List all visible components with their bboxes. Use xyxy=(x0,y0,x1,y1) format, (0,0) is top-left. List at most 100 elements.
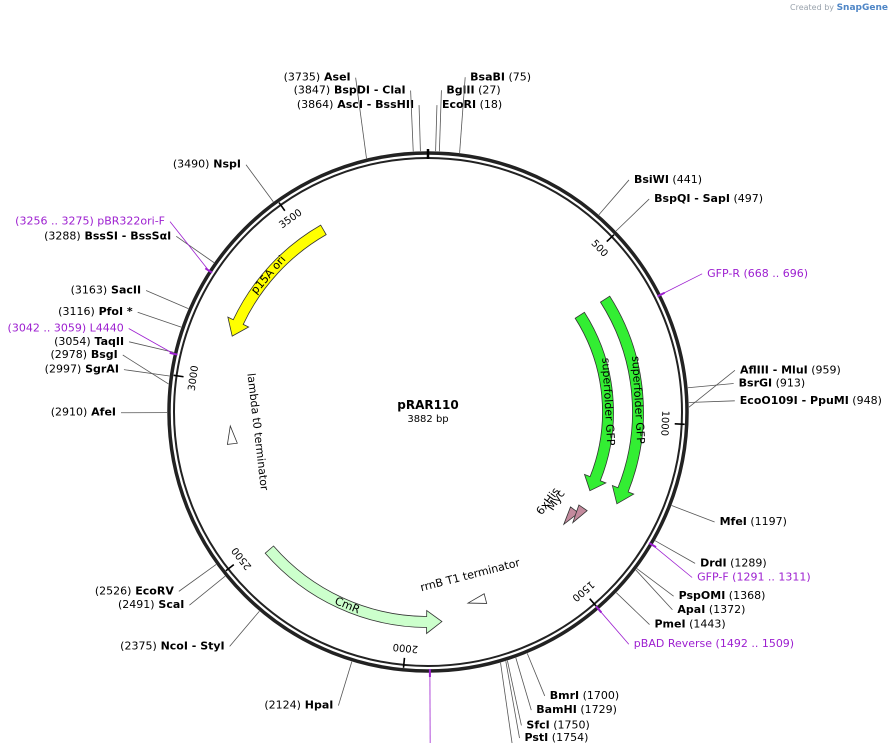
label-part-ppumi: - PpuMI xyxy=(798,394,849,407)
s-leader-32 xyxy=(500,662,513,743)
tick-mark-3500 xyxy=(278,202,286,212)
backbone-layer xyxy=(167,149,689,673)
site-label-26: (2375) NcoI - StyI xyxy=(120,639,224,652)
label-part-2526: (2526) xyxy=(95,584,132,597)
label-part-bsgi: BsgI xyxy=(87,348,118,361)
label-part-1700: (1700) xyxy=(579,689,619,702)
label-part-2910: (2910) xyxy=(51,406,88,419)
label-part-bspdi: BspDI xyxy=(330,83,370,96)
tick-label-2000: 2000 xyxy=(392,641,418,654)
label-part-bsssi: BssSI xyxy=(81,229,118,242)
site-label-22: ApaI (1372) xyxy=(677,603,745,616)
s-leader-9 xyxy=(176,235,215,263)
label-part-psti: PstI xyxy=(525,731,549,743)
label-part-apai: ApaI xyxy=(677,603,705,616)
s-leader-31 xyxy=(505,661,520,739)
s-leader-18 xyxy=(688,369,736,408)
site-label-29: BamHI (1729) xyxy=(536,703,617,716)
primer-site-marker-1 xyxy=(169,351,178,356)
p-leader-1 xyxy=(128,328,174,355)
site-label-3: EcoRI (18) xyxy=(442,98,502,111)
s-leader-29 xyxy=(515,657,532,711)
feature-arrow-superfolder-gfp-2 xyxy=(574,311,614,492)
snapgene-logo-text: SnapGene xyxy=(836,3,888,13)
label-part-1492-1509: (1492 .. 1509) xyxy=(712,637,794,650)
label-part-ecoo109i: EcoO109I xyxy=(740,394,798,407)
p-leader-2 xyxy=(660,273,703,295)
s-leader-1 xyxy=(410,90,414,152)
label-part-afliii: AflIII xyxy=(740,363,769,376)
tick-mark-1500 xyxy=(589,598,597,607)
label-part-959: (959) xyxy=(808,363,841,376)
label-part-sapi: - SapI xyxy=(690,192,730,205)
label-part-scai: ScaI xyxy=(155,598,185,611)
site-label-28: BmrI (1700) xyxy=(550,689,619,702)
feature-arrow-rrnb-t1-terminator-6 xyxy=(466,593,488,604)
site-label-21: PspOMI (1368) xyxy=(679,589,766,602)
label-part-ecori: EcoRI xyxy=(442,98,476,111)
feature-label-superfolder-gfp-2: superfolder GFP xyxy=(599,357,617,446)
label-part-afei: AfeI xyxy=(87,406,116,419)
label-part-1372: (1372) xyxy=(705,603,745,616)
site-label-7: BsiWI (441) xyxy=(634,173,702,186)
label-part-497: (497) xyxy=(730,192,763,205)
tick-label-2500: 2500 xyxy=(230,545,254,572)
label-part-sgrai: SgrAI xyxy=(81,363,119,376)
label-part-1291-1311: (1291 .. 1311) xyxy=(729,571,811,584)
feature-arrow-myc-5 xyxy=(571,504,588,524)
label-part-pbr322ori-f: pBR322ori-F xyxy=(94,215,165,228)
primer-label-1: (3042 .. 3059) L4440 xyxy=(8,322,124,335)
label-part-bsrgi: BsrGI xyxy=(739,376,772,389)
site-label-10: (3163) SacII xyxy=(71,283,141,296)
site-label-15: (2910) AfeI xyxy=(51,406,116,419)
feature-label-rrnb-t1-terminator-6: rrnB T1 terminator xyxy=(419,556,522,594)
label-part-sacii: SacII xyxy=(107,283,141,296)
label-part-asei: AseI xyxy=(320,71,350,84)
s-leader-22 xyxy=(635,569,673,611)
s-leader-7 xyxy=(598,179,630,215)
site-label-11: (3116) PfoI * xyxy=(58,305,133,318)
site-label-17: EcoO109I - PpuMI (948) xyxy=(740,394,882,407)
label-part-mfei: MfeI xyxy=(720,515,747,528)
label-part-styi: - StyI xyxy=(188,639,225,652)
label-part-taqii: TaqII xyxy=(91,335,124,348)
label-part-913: (913) xyxy=(772,376,805,389)
site-label-27: (2124) HpaI xyxy=(264,699,333,712)
site-label-24: (2526) EcoRV xyxy=(95,584,174,597)
plasmid-length: 3882 bp xyxy=(407,414,448,425)
s-leader-19 xyxy=(671,505,715,523)
site-label-14: (2978) BsgI xyxy=(50,348,117,361)
label-part-2997: (2997) xyxy=(45,363,82,376)
plasmid-name: pRAR110 xyxy=(397,398,458,412)
tick-mark-3000 xyxy=(173,374,184,378)
s-leader-6 xyxy=(245,164,274,203)
s-leader-27 xyxy=(338,661,353,706)
s-leader-24 xyxy=(178,564,217,592)
s-leader-4 xyxy=(439,90,442,152)
tick-label-1500: 1500 xyxy=(570,578,596,603)
tick-label-3000: 3000 xyxy=(187,365,202,392)
primer-site-marker-4 xyxy=(595,605,603,614)
label-part-asci: AscI xyxy=(333,98,363,111)
site-label-31: PstI (1754) xyxy=(525,731,589,743)
site-label-19: MfeI (1197) xyxy=(720,515,787,528)
snapgene-credit: Created by SnapGene xyxy=(790,3,888,13)
label-part-mlui: - MluI xyxy=(769,363,808,376)
label-part-3288: (3288) xyxy=(44,229,81,242)
tick-label-1000: 1000 xyxy=(658,410,670,436)
feature-label-lambda-t0-terminator-7: lambda t0 terminator xyxy=(244,372,271,491)
tick-mark-2500 xyxy=(225,563,235,572)
s-leader-25 xyxy=(189,575,226,606)
feature-label-superfolder-gfp-1: superfolder GFP xyxy=(629,356,647,445)
site-label-9: (3288) BssSI - BssSαI xyxy=(44,229,171,242)
label-part-3116: (3116) xyxy=(58,305,95,318)
label-part-3054: (3054) xyxy=(54,335,91,348)
s-leader-30 xyxy=(507,660,522,726)
label-part-gfp-r: GFP-R xyxy=(707,267,740,280)
site-label-4: BglII (27) xyxy=(446,83,500,96)
label-part-bsiwi: BsiWI xyxy=(634,173,669,186)
s-leader-20 xyxy=(654,540,696,564)
tick-label-3500: 3500 xyxy=(277,207,304,231)
label-part-1729: (1729) xyxy=(577,703,617,716)
